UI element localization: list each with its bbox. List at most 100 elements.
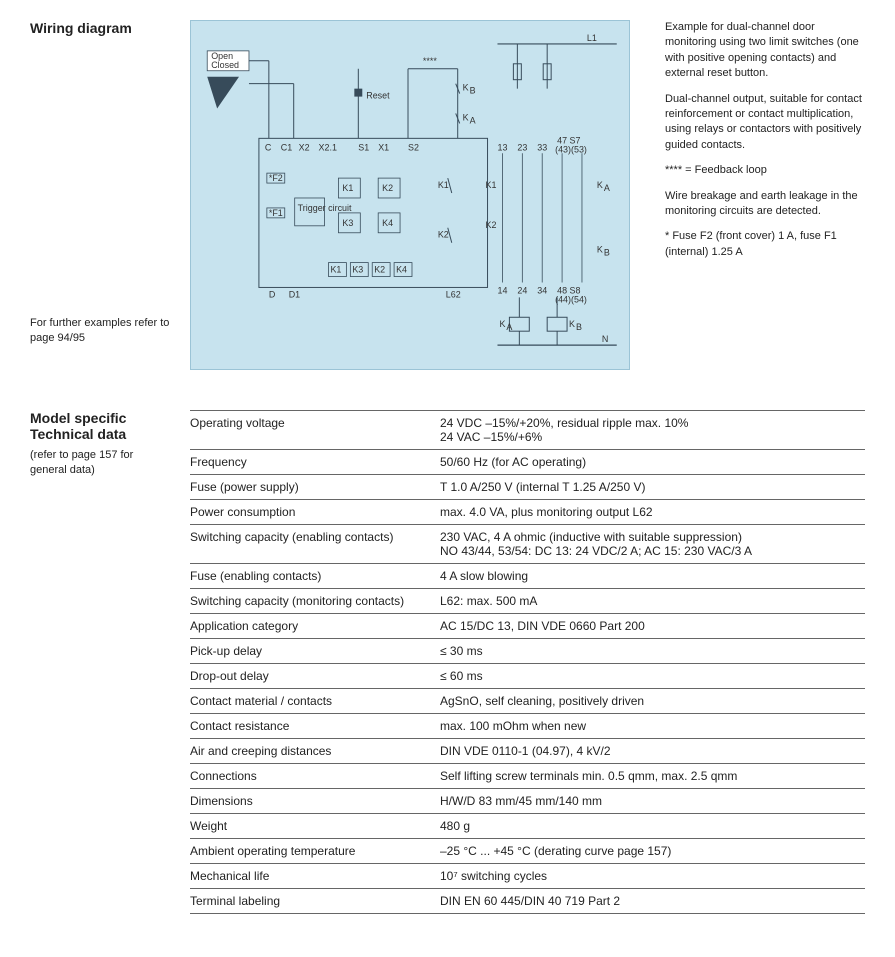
svg-text:K2: K2	[486, 220, 497, 230]
note-1: Example for dual-channel door monitoring…	[665, 20, 865, 82]
svg-text:C1: C1	[281, 142, 292, 152]
tech-table: Operating voltage24 VDC –15%/+20%, resid…	[190, 410, 865, 914]
svg-text:B: B	[604, 248, 610, 258]
table-row: Drop-out delay≤ 60 ms	[190, 664, 865, 689]
wiring-diagram: Open Closed Reset **** KB	[190, 20, 630, 370]
spec-label: Dimensions	[190, 789, 440, 814]
table-row: DimensionsH/W/D 83 mm/45 mm/140 mm	[190, 789, 865, 814]
note-5: * Fuse F2 (front cover) 1 A, fuse F1 (in…	[665, 229, 865, 260]
table-row: Fuse (enabling contacts)4 A slow blowing	[190, 564, 865, 589]
spec-value: max. 100 mOhm when new	[440, 714, 865, 739]
svg-text:34: 34	[537, 285, 547, 295]
table-row: Fuse (power supply)T 1.0 A/250 V (intern…	[190, 475, 865, 500]
svg-text:B: B	[470, 86, 476, 96]
svg-text:K3: K3	[342, 218, 353, 228]
svg-text:K1: K1	[438, 180, 449, 190]
svg-text:K1: K1	[342, 183, 353, 193]
svg-text:(44)(54): (44)(54)	[555, 294, 587, 304]
svg-text:D1: D1	[289, 289, 300, 299]
further-examples-note: For further examples refer to page 94/95	[30, 316, 170, 347]
svg-text:K: K	[569, 319, 575, 329]
svg-text:*F2: *F2	[269, 173, 283, 183]
spec-value: AC 15/DC 13, DIN VDE 0660 Part 200	[440, 614, 865, 639]
tech-table-wrap: Operating voltage24 VDC –15%/+20%, resid…	[190, 410, 865, 914]
note-3: **** = Feedback loop	[665, 163, 865, 178]
svg-text:*F1: *F1	[269, 208, 283, 218]
table-row: Pick-up delay≤ 30 ms	[190, 639, 865, 664]
svg-text:S2: S2	[408, 142, 419, 152]
svg-text:N: N	[602, 334, 608, 344]
spec-value: AgSnO, self cleaning, positively driven	[440, 689, 865, 714]
svg-text:L62: L62	[446, 289, 461, 299]
table-row: Air and creeping distancesDIN VDE 0110-1…	[190, 739, 865, 764]
spec-value: 24 VDC –15%/+20%, residual ripple max. 1…	[440, 411, 865, 450]
spec-label: Fuse (power supply)	[190, 475, 440, 500]
spec-value: ≤ 30 ms	[440, 639, 865, 664]
svg-text:K2: K2	[382, 183, 393, 193]
wiring-section: Wiring diagram For further examples refe…	[30, 20, 865, 370]
table-row: Switching capacity (monitoring contacts)…	[190, 589, 865, 614]
table-row: Weight480 g	[190, 814, 865, 839]
spec-label: Mechanical life	[190, 864, 440, 889]
svg-text:13: 13	[497, 142, 507, 152]
note-2: Dual-channel output, suitable for contac…	[665, 92, 865, 154]
svg-text:D: D	[269, 289, 276, 299]
svg-text:X2.1: X2.1	[319, 142, 337, 152]
svg-text:X2: X2	[299, 142, 310, 152]
spec-value: 10⁷ switching cycles	[440, 864, 865, 889]
spec-label: Contact material / contacts	[190, 689, 440, 714]
svg-text:A: A	[506, 322, 512, 332]
svg-text:K: K	[597, 180, 603, 190]
svg-text:K4: K4	[382, 218, 393, 228]
wiring-notes: Example for dual-channel door monitoring…	[665, 20, 865, 370]
svg-text:K: K	[463, 83, 469, 93]
spec-value: 4 A slow blowing	[440, 564, 865, 589]
table-row: Contact material / contactsAgSnO, self c…	[190, 689, 865, 714]
svg-text:K3: K3	[352, 265, 363, 275]
spec-label: Application category	[190, 614, 440, 639]
table-row: Power consumptionmax. 4.0 VA, plus monit…	[190, 500, 865, 525]
svg-text:K: K	[499, 319, 505, 329]
spec-label: Drop-out delay	[190, 664, 440, 689]
spec-label: Connections	[190, 764, 440, 789]
wiring-left-col: Wiring diagram For further examples refe…	[30, 20, 170, 370]
spec-label: Fuse (enabling contacts)	[190, 564, 440, 589]
tech-subref: (refer to page 157 for general data)	[30, 448, 170, 479]
table-row: ConnectionsSelf lifting screw terminals …	[190, 764, 865, 789]
wiring-title: Wiring diagram	[30, 20, 170, 36]
tech-left-col: Model specific Technical data (refer to …	[30, 410, 170, 914]
spec-value: DIN EN 60 445/DIN 40 719 Part 2	[440, 889, 865, 914]
spec-value: H/W/D 83 mm/45 mm/140 mm	[440, 789, 865, 814]
spec-value: 230 VAC, 4 A ohmic (inductive with suita…	[440, 525, 865, 564]
table-row: Ambient operating temperature–25 °C ... …	[190, 839, 865, 864]
spec-label: Switching capacity (enabling contacts)	[190, 525, 440, 564]
spec-label: Frequency	[190, 450, 440, 475]
spec-label: Contact resistance	[190, 714, 440, 739]
spec-label: Power consumption	[190, 500, 440, 525]
svg-text:A: A	[604, 183, 610, 193]
svg-text:K2: K2	[374, 265, 385, 275]
tech-section: Model specific Technical data (refer to …	[30, 410, 865, 914]
label-reset: Reset	[366, 91, 390, 101]
spec-value: –25 °C ... +45 °C (derating curve page 1…	[440, 839, 865, 864]
spec-value: ≤ 60 ms	[440, 664, 865, 689]
svg-text:K4: K4	[396, 265, 407, 275]
svg-text:K2: K2	[438, 230, 449, 240]
spec-value: 50/60 Hz (for AC operating)	[440, 450, 865, 475]
svg-text:23: 23	[517, 142, 527, 152]
table-row: Mechanical life10⁷ switching cycles	[190, 864, 865, 889]
svg-text:S1: S1	[358, 142, 369, 152]
spec-value: Self lifting screw terminals min. 0.5 qm…	[440, 764, 865, 789]
svg-text:X1: X1	[378, 142, 389, 152]
spec-label: Weight	[190, 814, 440, 839]
spec-value: max. 4.0 VA, plus monitoring output L62	[440, 500, 865, 525]
table-row: Operating voltage24 VDC –15%/+20%, resid…	[190, 411, 865, 450]
table-row: Terminal labelingDIN EN 60 445/DIN 40 71…	[190, 889, 865, 914]
svg-text:K: K	[597, 245, 603, 255]
spec-label: Ambient operating temperature	[190, 839, 440, 864]
wiring-mid-col: Open Closed Reset **** KB	[190, 20, 645, 370]
spec-label: Switching capacity (monitoring contacts)	[190, 589, 440, 614]
svg-text:K1: K1	[330, 265, 341, 275]
note-4: Wire breakage and earth leakage in the m…	[665, 189, 865, 220]
spec-value: 480 g	[440, 814, 865, 839]
